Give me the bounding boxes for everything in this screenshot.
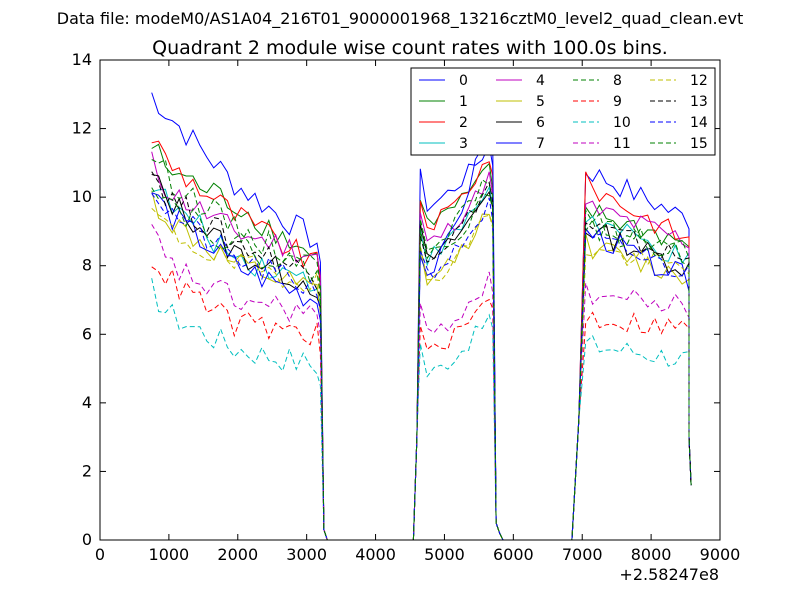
series-line-12: [151, 207, 692, 541]
series-line-0: [151, 92, 692, 541]
plot-frame: [99, 59, 721, 541]
y-tick-label: 10: [72, 187, 92, 206]
x-offset-label: +2.58247e8: [619, 565, 719, 584]
series-line-15: [151, 187, 692, 541]
legend-label-15: 15: [690, 136, 708, 152]
series-line-14: [151, 193, 692, 541]
legend-label-6: 6: [536, 115, 545, 131]
axis-layer: 0 1000 2000 3000 4000 5000 6000 7000 8000 9000 0 2 4…: [72, 50, 741, 564]
legend-label-12: 12: [690, 73, 708, 89]
legend-label-5: 5: [536, 94, 545, 110]
x-tick-label: 7000: [562, 545, 603, 564]
datafile-label: Data file: modeM0/AS1A04_216T01_90000019…: [57, 9, 743, 29]
legend-label-14: 14: [690, 115, 708, 131]
legend-label-7: 7: [536, 136, 545, 152]
y-tick-label: 6: [82, 324, 92, 343]
legend-label-13: 13: [690, 94, 708, 110]
y-tick-label: 12: [72, 119, 92, 138]
x-tick-label: 6000: [493, 545, 534, 564]
chart-title: Quadrant 2 module wise count rates with …: [152, 37, 668, 59]
x-tick-label: 3000: [286, 545, 327, 564]
y-tick-label: 14: [72, 50, 92, 69]
legend-label-0: 0: [459, 73, 468, 89]
x-tick-label: 8000: [631, 545, 672, 564]
series-line-2: [151, 140, 692, 541]
legend-label-10: 10: [613, 115, 631, 131]
x-tick-label: 5000: [424, 545, 465, 564]
x-tick-label: 4000: [355, 545, 396, 564]
legend-label-9: 9: [613, 94, 622, 110]
legend-label-8: 8: [613, 73, 622, 89]
series-line-4: [151, 151, 692, 541]
series-line-8: [151, 159, 692, 541]
y-tick-label: 8: [82, 256, 92, 275]
legend-label-4: 4: [536, 73, 545, 89]
series-layer: [151, 92, 692, 541]
series-line-11: [151, 224, 692, 541]
legend-label-3: 3: [459, 136, 468, 152]
x-tick-label: 9000: [700, 545, 741, 564]
series-line-10: [151, 278, 692, 541]
x-tick-label: 1000: [149, 545, 190, 564]
y-tick-label: 2: [82, 461, 92, 480]
legend-box: [410, 67, 716, 156]
legend-label-2: 2: [459, 115, 468, 131]
y-tick-label: 0: [82, 530, 92, 549]
y-tick-label: 4: [82, 393, 92, 412]
legend-label-1: 1: [459, 94, 468, 110]
series-line-7: [151, 114, 692, 541]
x-tick-label: 2000: [217, 545, 258, 564]
x-tick-label: 0: [95, 545, 105, 564]
series-line-13: [151, 171, 692, 541]
legend-label-11: 11: [613, 136, 631, 152]
